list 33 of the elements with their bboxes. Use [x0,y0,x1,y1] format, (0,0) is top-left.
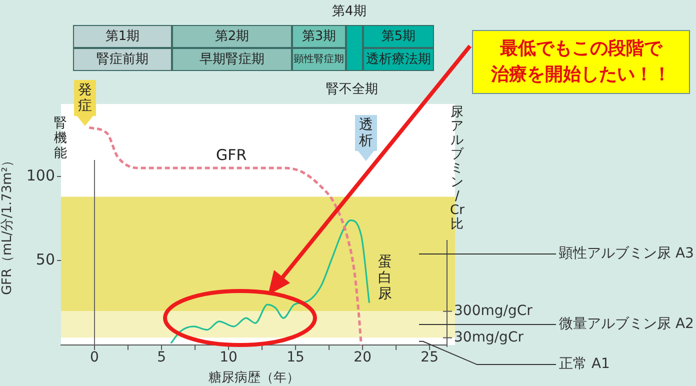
text: 早期腎症期 [172,48,292,71]
band-label: 正常 A1 [559,356,610,372]
text: 第2期 [172,25,292,48]
text: 顕性腎症期 [292,48,346,71]
text: 最低でもこの段階で [499,37,664,61]
line-series [170,219,370,344]
band-label: 顕性アルブミン尿 A3 [558,246,694,262]
x-tick-label: 10 [220,350,238,366]
text: 腎症前期 [73,48,172,71]
text: 腎不全期 [326,81,378,98]
ref-line-label: 30mg/gCr [454,329,524,346]
y-tick-label: 100 [26,166,55,184]
annotation: 透析 [355,117,377,149]
y-axis-title: GFR（mL/分/1.73m²） [0,154,16,296]
annotation: 腎機能 [54,116,67,161]
x-tick-label: 5 [157,350,166,366]
text: 第1期 [73,25,172,48]
text: 治療を開始したい！！ [490,63,672,87]
text: 第5期 [363,25,434,48]
x-tick-label: 0 [90,350,99,366]
y-tick-label: 50 [36,250,55,269]
text: 第3期 [292,25,346,48]
x-tick-label: 25 [420,350,438,366]
text: 透析療法期 [363,48,434,71]
ref-line-label: 300mg/gCr [454,302,533,319]
x-tick-label: 20 [354,350,372,366]
x-axis-title: 糖尿病歴（年） [208,370,300,386]
annotation: 蛋白尿 [378,254,392,302]
annotation: 発症 [74,82,96,114]
text: 第4期 [332,3,366,20]
band-label: 微量アルブミン尿 A2 [559,316,694,332]
x-tick-label: 15 [286,350,304,366]
annotation: GFR [216,146,247,164]
